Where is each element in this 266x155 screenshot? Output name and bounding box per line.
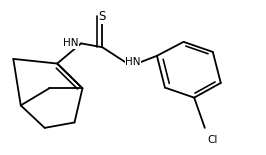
- Text: Cl: Cl: [207, 135, 218, 145]
- Text: S: S: [99, 10, 106, 23]
- Text: HN: HN: [63, 38, 78, 48]
- Text: HN: HN: [125, 57, 141, 67]
